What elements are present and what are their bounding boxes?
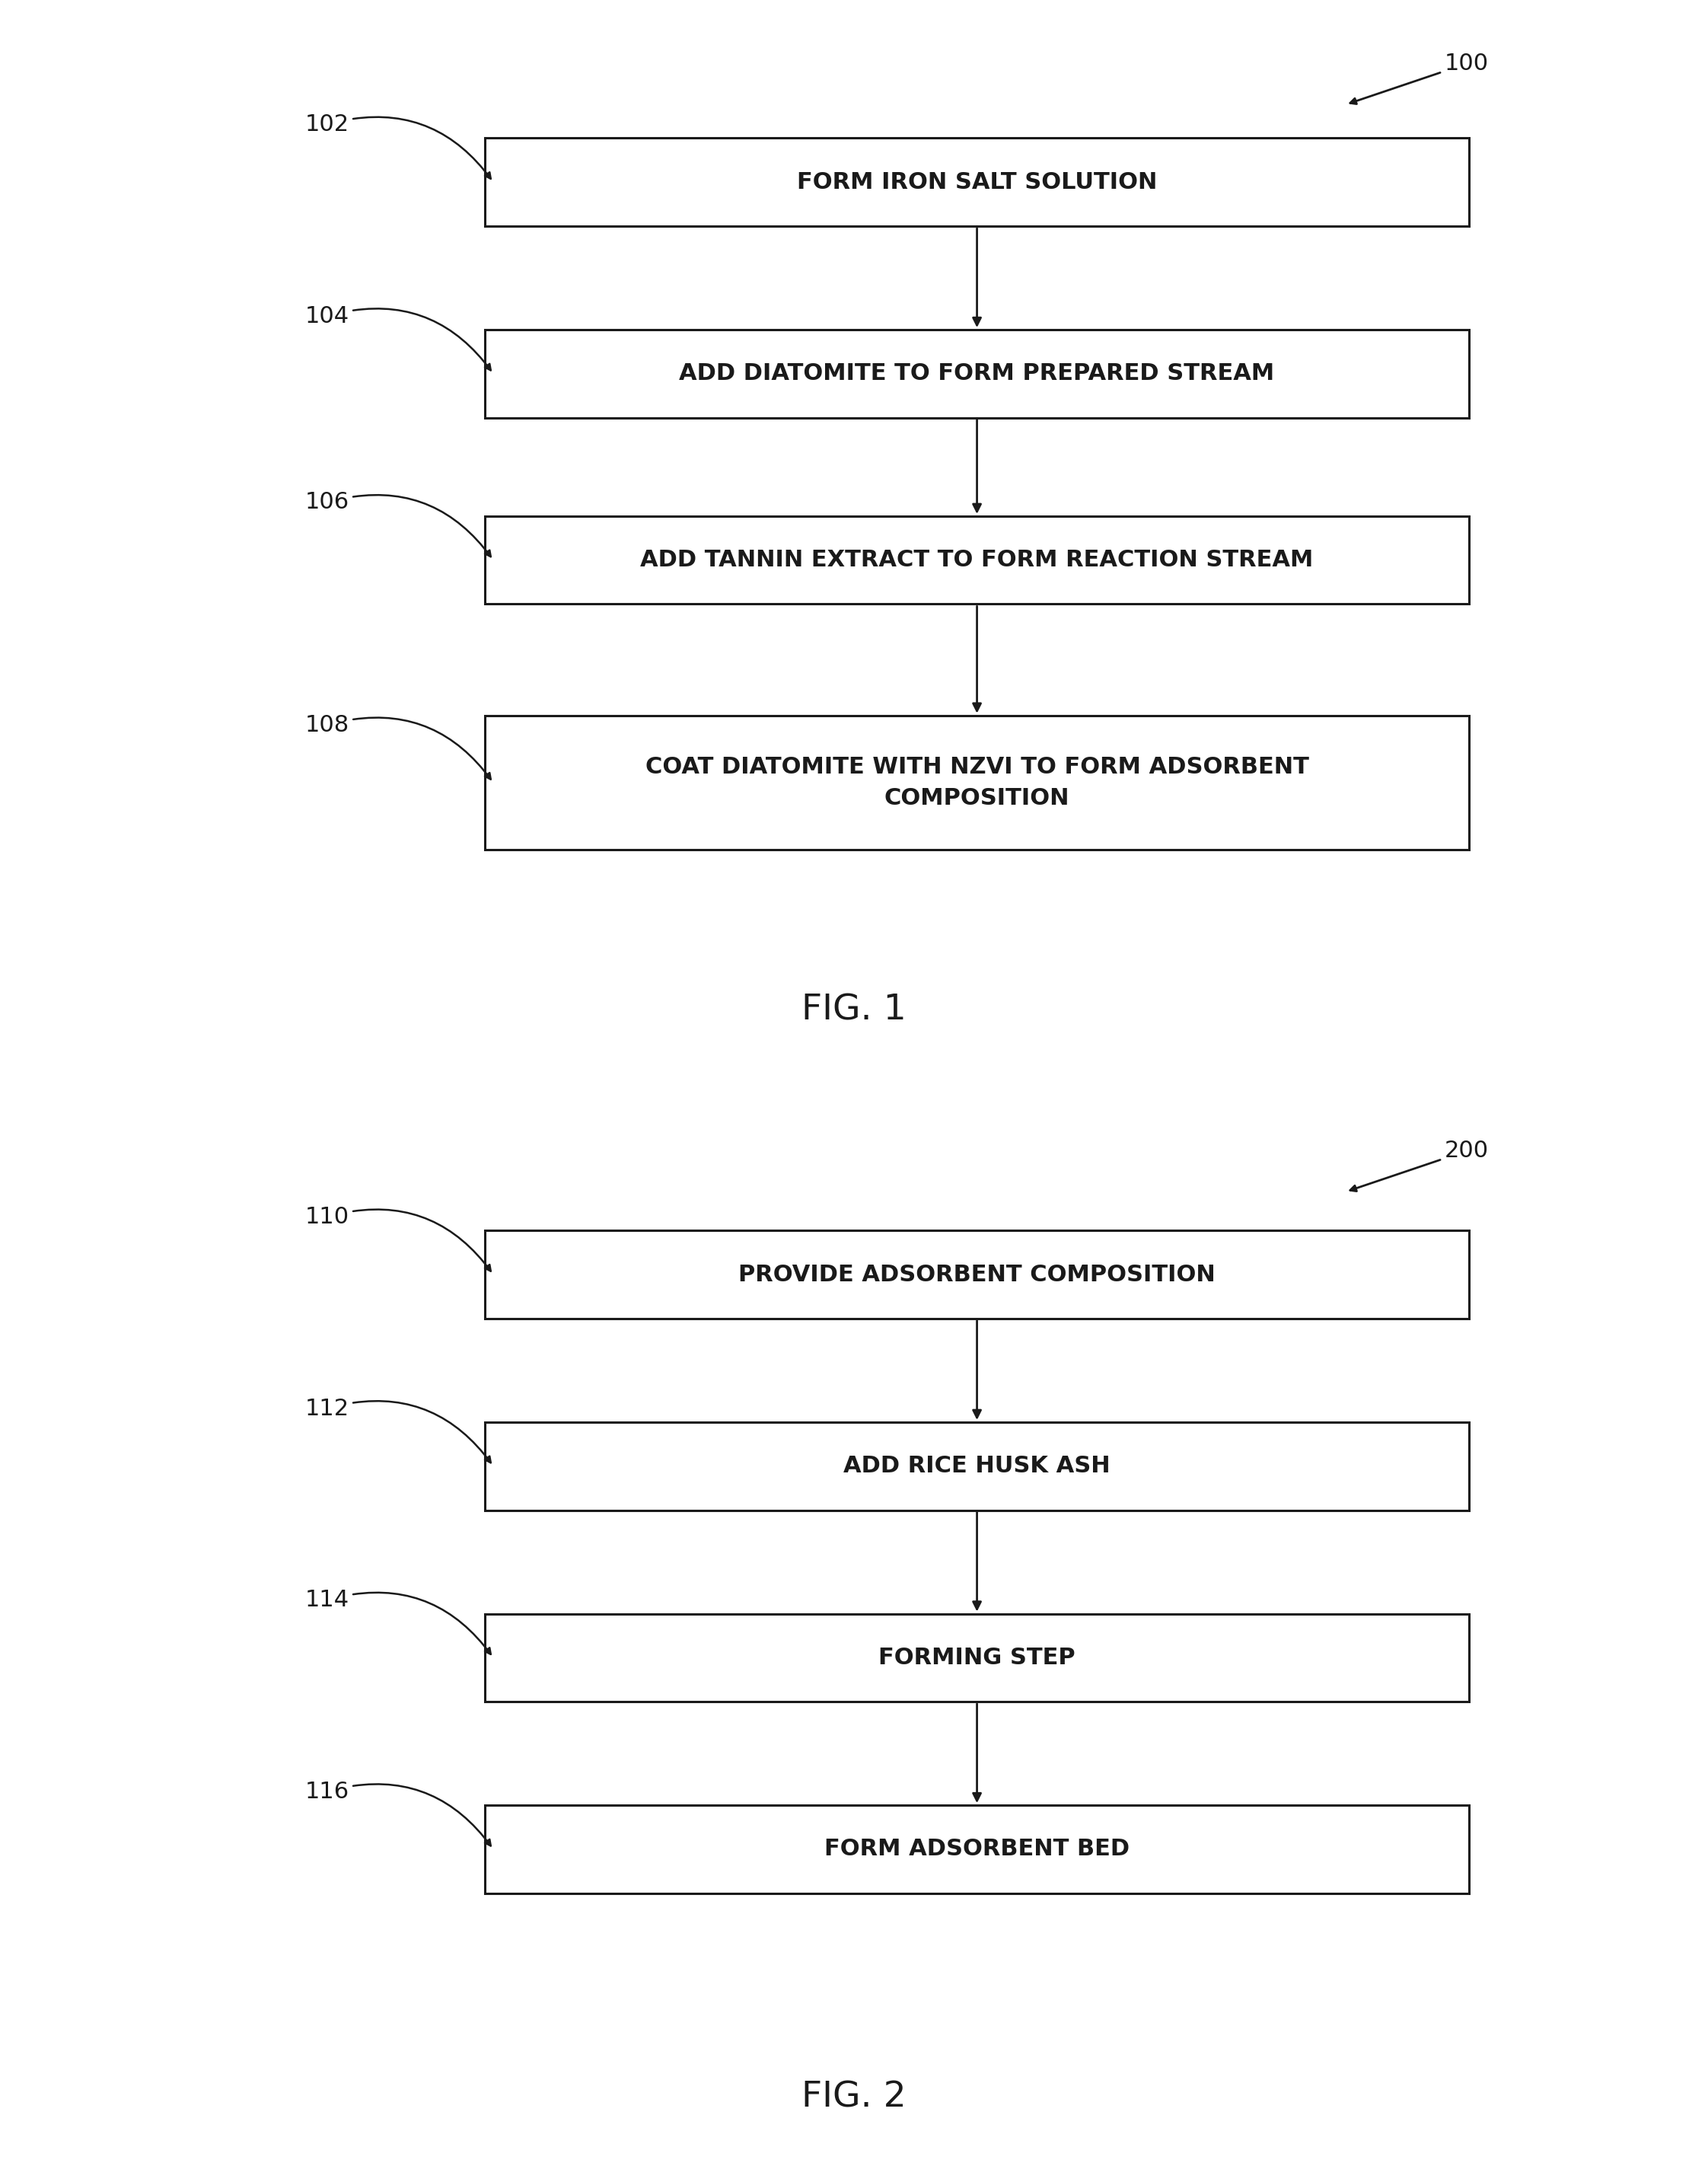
Text: FIG. 1: FIG. 1 (801, 994, 907, 1027)
Text: FORM IRON SALT SOLUTION: FORM IRON SALT SOLUTION (798, 171, 1156, 193)
Bar (485, 1230, 1469, 1319)
Bar (485, 516, 1469, 604)
Bar (485, 139, 1469, 225)
Text: 100: 100 (1349, 52, 1489, 104)
Text: FORM ADSORBENT BED: FORM ADSORBENT BED (825, 1839, 1129, 1861)
Text: ADD DIATOMITE TO FORM PREPARED STREAM: ADD DIATOMITE TO FORM PREPARED STREAM (680, 362, 1274, 386)
Text: 116: 116 (304, 1780, 490, 1845)
Bar (485, 1804, 1469, 1893)
Text: 108: 108 (304, 715, 490, 780)
Bar (485, 715, 1469, 849)
Text: 102: 102 (304, 113, 490, 180)
Text: 106: 106 (304, 492, 490, 557)
Text: FIG. 2: FIG. 2 (801, 2082, 907, 2114)
Text: 112: 112 (304, 1397, 490, 1462)
Bar (485, 1423, 1469, 1510)
Text: COAT DIATOMITE WITH NZVI TO FORM ADSORBENT
COMPOSITION: COAT DIATOMITE WITH NZVI TO FORM ADSORBE… (646, 756, 1308, 810)
Bar (485, 1614, 1469, 1702)
Text: ADD TANNIN EXTRACT TO FORM REACTION STREAM: ADD TANNIN EXTRACT TO FORM REACTION STRE… (640, 548, 1313, 572)
Text: PROVIDE ADSORBENT COMPOSITION: PROVIDE ADSORBENT COMPOSITION (738, 1263, 1216, 1287)
Text: ADD RICE HUSK ASH: ADD RICE HUSK ASH (844, 1456, 1110, 1477)
Text: 200: 200 (1349, 1139, 1489, 1191)
Text: FORMING STEP: FORMING STEP (878, 1646, 1076, 1668)
Bar (485, 329, 1469, 418)
Text: 104: 104 (304, 305, 490, 370)
Text: 110: 110 (304, 1206, 490, 1271)
Text: 114: 114 (304, 1590, 490, 1655)
